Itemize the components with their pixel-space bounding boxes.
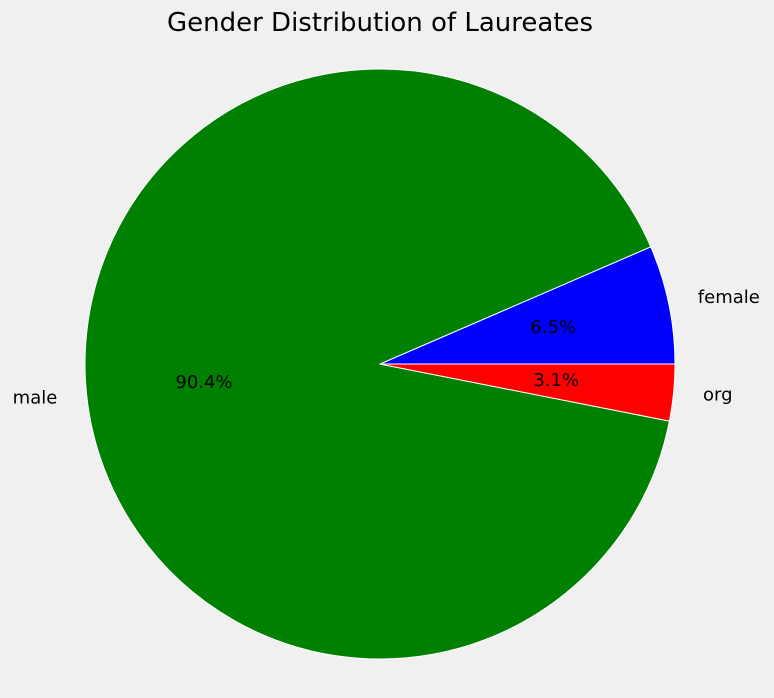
chart-title: Gender Distribution of Laureates [167,8,593,38]
pie-labels: female 6.5% male 90.4% org 3.1% [13,287,760,408]
slice-label-male: male [13,388,58,409]
slice-label-female: female [698,287,760,308]
pie-slice-female [379,246,676,365]
pie-slice-male [84,68,671,660]
slice-percent-male: 90.4% [175,372,232,393]
slice-label-org: org [703,385,733,406]
slice-percent-female: 6.5% [530,317,576,338]
slice-percent-org: 3.1% [533,370,579,391]
pie-slice-org [379,363,676,422]
pie-slices [84,68,676,660]
